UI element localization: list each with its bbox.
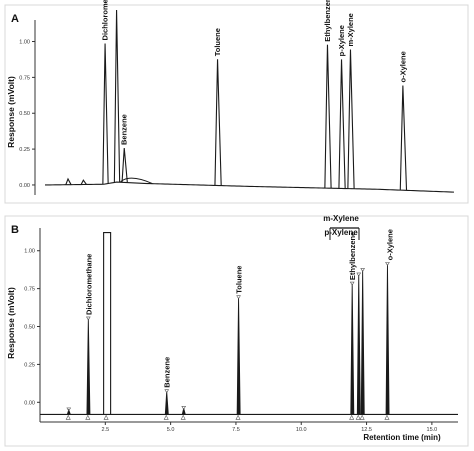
- panel-b-base-marker: [103, 414, 109, 420]
- panel-b-base-marker: [349, 414, 355, 420]
- panel-a-peak-label: o-Xylene: [398, 51, 407, 82]
- panel-a-y-axis-label: Response (mVolt): [6, 76, 16, 148]
- panel-b-peak: [350, 284, 355, 415]
- panel-a-peak: [338, 59, 346, 189]
- panel-b-apex-marker: [349, 281, 355, 286]
- panel-a-peak-label: Dichloromethane: [101, 0, 110, 40]
- panel-b-peak-label: Ethylbenzene: [348, 232, 357, 280]
- panel-a-y-tick-label: 0.00: [19, 183, 30, 189]
- panel-b-base-marker: [359, 414, 365, 420]
- panel-b-peak: [236, 297, 241, 415]
- panel-b-x-tick-label: 12.5: [361, 427, 372, 433]
- panel-b-apex-marker: [356, 272, 362, 277]
- chart-panel-b: B Response (mVolt) Retention time (min) …: [4, 214, 469, 447]
- bracket-label-m-xylene: m-Xylene: [323, 214, 359, 223]
- panel-b-apex-marker: [360, 268, 365, 273]
- panel-a-solvent-tail: [120, 177, 153, 184]
- panel-a-peak: [121, 147, 128, 183]
- panel-b-base-marker: [235, 414, 241, 420]
- panel-b-peak: [66, 408, 71, 415]
- panel-b-base-marker: [355, 414, 361, 420]
- panel-a-peak: [102, 43, 109, 185]
- panel-a-peak-label: m-Xylene: [346, 13, 355, 46]
- panel-b-peak-label: Toluene: [235, 266, 244, 294]
- panel-b-y-tick-label: 0.00: [24, 400, 35, 406]
- panel-b-base-marker: [180, 414, 186, 420]
- panel-b-apex-marker: [86, 316, 91, 321]
- panel-b-base-marker: [65, 414, 71, 420]
- panel-b-x-axis-label: Retention time (min): [363, 433, 441, 442]
- panel-b-apex-marker: [181, 406, 187, 410]
- xylene-bracket: m-Xylene p-Xylene: [323, 214, 360, 240]
- panel-b-y-tick-label: 1.00: [24, 249, 35, 255]
- panel-b-base-marker: [85, 414, 91, 420]
- panel-b-y-axis-label: Response (mVolt): [6, 287, 16, 359]
- panel-b-apex-marker: [66, 407, 72, 412]
- panel-a-peak: [347, 49, 355, 189]
- panel-a-peak: [399, 85, 408, 191]
- panel-b-apex-marker: [164, 389, 170, 394]
- panel-b-peak: [164, 391, 169, 415]
- panel-a-y-tick-label: 0.75: [19, 75, 30, 81]
- panel-a-letter: A: [11, 13, 19, 25]
- panel-b-peak: [360, 270, 365, 415]
- panel-b-x-tick-label: 15.0: [427, 427, 438, 433]
- panel-a-peak-label: Benzene: [120, 114, 129, 145]
- bracket-label-p-xylene: p-Xylene: [324, 228, 358, 237]
- panel-b-x-tick-label: 7.5: [232, 427, 240, 433]
- panel-a-peak: [80, 179, 87, 185]
- panel-a-peak: [324, 44, 332, 189]
- panel-a-peak: [113, 9, 121, 183]
- panel-b-peak: [356, 274, 361, 415]
- panel-b-y-tick-label: 0.75: [24, 287, 35, 293]
- panel-b-y-tick-label: 0.25: [24, 362, 35, 368]
- panel-b-x-tick-label: 10.0: [296, 427, 307, 433]
- panel-a-peak-label: Ethylbenzene: [323, 0, 332, 42]
- panel-b-peak-label: Benzene: [163, 357, 172, 388]
- panel-a-peak: [214, 59, 222, 186]
- panel-b-x-tick-label: 2.5: [101, 427, 109, 433]
- panel-b-peak-label: Dichloromethane: [84, 254, 93, 315]
- panel-a-y-tick-label: 0.50: [19, 111, 30, 117]
- panel-b-peak: [385, 264, 390, 415]
- panel-b-letter: B: [11, 224, 19, 236]
- panel-a-peak-label: Toluene: [213, 28, 222, 56]
- panel-b-peak: [181, 408, 186, 415]
- panel-b-y-tick-label: 0.50: [24, 325, 35, 331]
- panel-a-peak-label: p-Xylene: [337, 25, 346, 56]
- panel-a-y-tick-label: 0.25: [19, 147, 30, 153]
- panel-a-y-tick-label: 1.00: [19, 40, 30, 46]
- panel-b-peak: [103, 231, 112, 415]
- panel-a-peak: [65, 177, 72, 185]
- panel-b-apex-marker: [236, 295, 241, 300]
- panel-b-base-marker: [384, 414, 390, 420]
- panel-b-peak: [86, 318, 91, 415]
- panel-b-apex-marker: [385, 262, 390, 266]
- panel-b-base-marker: [163, 414, 169, 420]
- panel-b-x-tick-label: 5.0: [167, 427, 175, 433]
- panel-a-baseline-trace: [44, 181, 455, 193]
- chart-panel-a: A Response (mVolt) 0.000.250.500.751.00 …: [4, 0, 469, 204]
- panel-b-peak-label: o-Xylene: [385, 229, 394, 260]
